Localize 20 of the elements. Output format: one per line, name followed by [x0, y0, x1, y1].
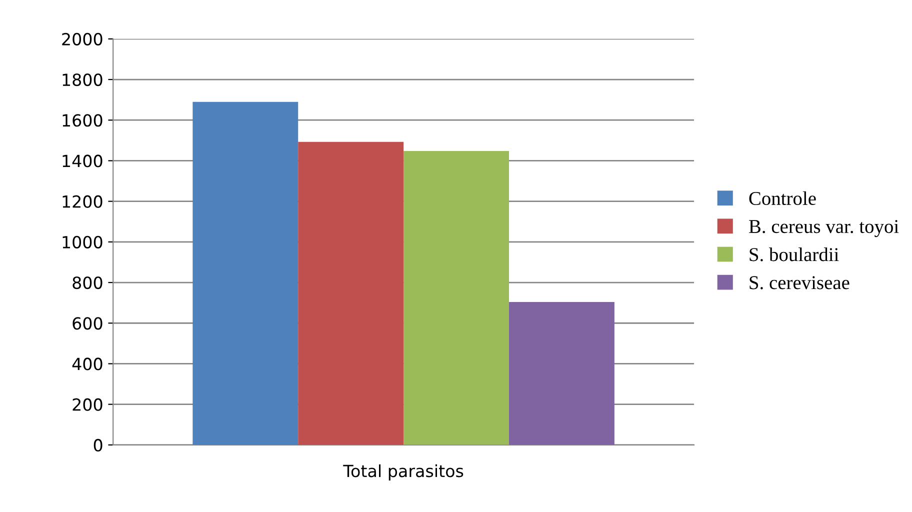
y-tick-label: 400	[72, 358, 102, 370]
legend-label: S. boulardii	[750, 248, 839, 262]
y-tick-label: 800	[72, 276, 102, 290]
y-tick-label: 1200	[62, 195, 102, 208]
y-tick-label: 1800	[62, 73, 102, 86]
y-tick-label: 1000	[62, 236, 102, 248]
legend-label: B. cereus var. toyoi	[749, 220, 899, 238]
bar	[192, 102, 298, 445]
y-tick-label: 200	[72, 398, 102, 411]
y-tick-label: 0	[94, 438, 102, 452]
legend-label: S. cereviseae	[750, 276, 850, 290]
y-tick-label: 1400	[62, 154, 102, 168]
legend-label: Controle	[749, 191, 816, 206]
x-tick-label: Total parasitos	[343, 464, 464, 481]
bar	[509, 302, 614, 445]
bar	[404, 150, 509, 445]
y-tick-label: 600	[72, 317, 102, 330]
y-tick-label: 2000	[62, 32, 102, 46]
y-tick-label: 1600	[62, 114, 102, 127]
bar	[298, 142, 404, 445]
